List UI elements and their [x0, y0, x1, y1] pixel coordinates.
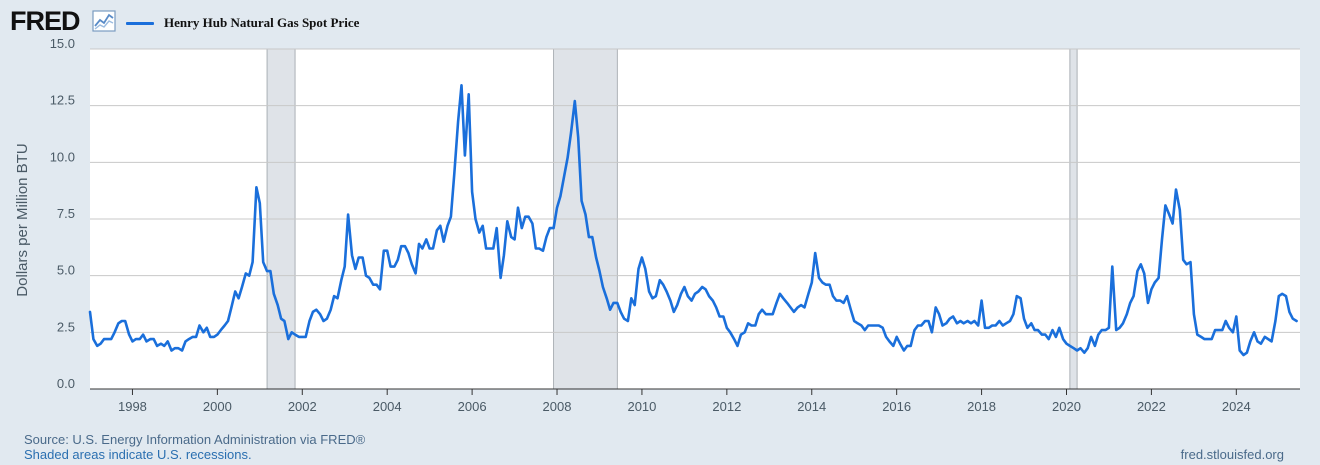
- legend-swatch: [126, 22, 154, 25]
- recession-note[interactable]: Shaded areas indicate U.S. recessions.: [24, 447, 252, 462]
- x-tick-label: 2018: [967, 399, 996, 414]
- y-axis-label: Dollars per Million BTU: [14, 143, 31, 296]
- y-tick-label: 5.0: [57, 263, 75, 278]
- x-tick-label: 2024: [1222, 399, 1251, 414]
- x-tick-label: 2020: [1052, 399, 1081, 414]
- fred-logo[interactable]: FRED: [10, 6, 80, 36]
- x-tick-label: 2006: [458, 399, 487, 414]
- x-tick-label: 1998: [118, 399, 147, 414]
- y-tick-label: 7.5: [57, 206, 75, 221]
- chart-line-icon: [92, 10, 116, 32]
- footer-notes: Source: U.S. Energy Information Administ…: [24, 432, 365, 462]
- y-tick-label: 2.5: [57, 319, 75, 334]
- legend-series-name: Henry Hub Natural Gas Spot Price: [164, 15, 360, 30]
- y-tick-label: 12.5: [50, 93, 75, 108]
- x-tick-labels: 1998 2000 2002 2004 2006 2008 2010 2012 2014 2016…: [118, 389, 1251, 414]
- series-line: [88, 84, 1298, 357]
- y-tick-label: 0.0: [57, 376, 75, 391]
- y-tick-label: 15.0: [50, 36, 75, 51]
- x-tick-label: 2014: [797, 399, 826, 414]
- site-link[interactable]: fred.stlouisfed.org: [1180, 447, 1284, 462]
- series-layer: [88, 84, 1298, 357]
- y-tick-label: 10.0: [50, 149, 75, 164]
- x-tick-label: 2004: [373, 399, 402, 414]
- x-tick-label: 2008: [543, 399, 572, 414]
- y-tick-labels: 0.0 2.5 5.0 7.5 10.0 12.5 15.0: [50, 36, 75, 391]
- x-tick-label: 2010: [627, 399, 656, 414]
- header: FRED Henry Hub Natural Gas Spot Price: [10, 6, 510, 36]
- x-tick-label: 2000: [203, 399, 232, 414]
- x-tick-label: 2022: [1137, 399, 1166, 414]
- x-tick-label: 2016: [882, 399, 911, 414]
- x-tick-label: 2002: [288, 399, 317, 414]
- source-note: Source: U.S. Energy Information Administ…: [24, 432, 366, 447]
- x-tick-label: 2012: [712, 399, 741, 414]
